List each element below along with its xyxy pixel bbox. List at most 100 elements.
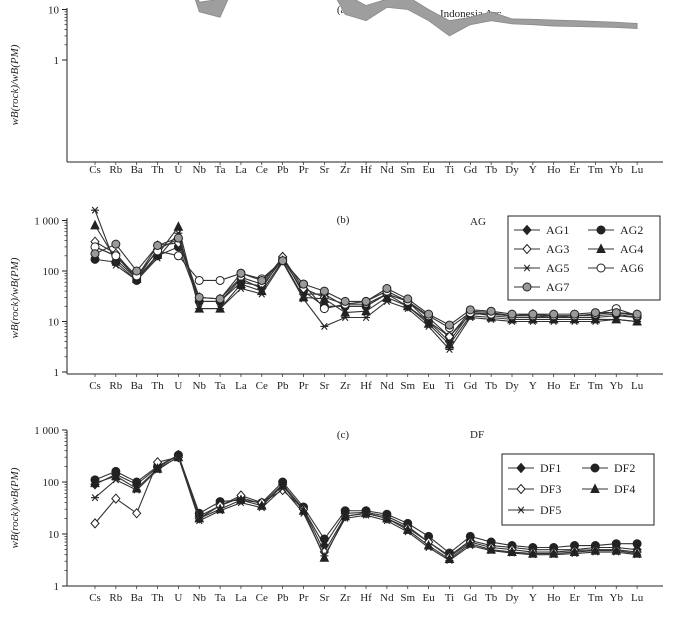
point-ag5-ti bbox=[445, 345, 454, 353]
panel-c-legend: DF1 DF2 DF3 DF4 DF5 bbox=[501, 453, 655, 526]
x-tick-label-pr: Pr bbox=[299, 164, 309, 176]
point-df4-cs bbox=[90, 477, 100, 488]
x-tick-label-zr: Zr bbox=[340, 164, 351, 176]
point-df4-la bbox=[236, 494, 246, 505]
point-ag6-ta bbox=[215, 275, 225, 285]
legend-label-df2: DF2 bbox=[614, 461, 635, 475]
point-ag7-lu bbox=[632, 309, 642, 319]
point-ag5-zr bbox=[341, 313, 350, 322]
star-stroke bbox=[133, 486, 140, 494]
legend-marker-ag7 bbox=[522, 282, 532, 292]
panel-a-band-area bbox=[194, 0, 638, 37]
point-ag5-la bbox=[236, 284, 245, 293]
point-ag5-sr bbox=[320, 322, 329, 330]
x-tick-label-ti: Ti bbox=[445, 592, 454, 604]
point-df5-lu bbox=[633, 551, 642, 559]
legend-marker-df3 bbox=[516, 483, 526, 495]
y-tick-label: 1 000 bbox=[34, 216, 59, 228]
point-ag5-yb bbox=[612, 315, 621, 323]
point-ag5-rb bbox=[111, 261, 120, 269]
x-tick-label-ho: Ho bbox=[547, 592, 561, 604]
x-tick-label-eu: Eu bbox=[422, 164, 435, 176]
x-tick-label-pr: Pr bbox=[299, 592, 309, 604]
x-tick-label-ce: Ce bbox=[256, 164, 268, 176]
point-ag7-ti bbox=[444, 320, 454, 330]
x-tick-label-hf: Hf bbox=[360, 164, 372, 176]
star-stroke bbox=[154, 254, 161, 262]
point-ag7-zr bbox=[340, 296, 350, 306]
point-ag5-cs bbox=[91, 206, 99, 214]
point-ag7-rb bbox=[111, 239, 121, 249]
point-ag7-u bbox=[173, 233, 183, 243]
legend-marker-ag1 bbox=[522, 224, 532, 236]
x-tick-label-tm: Tm bbox=[588, 592, 604, 604]
star-stroke bbox=[300, 295, 307, 303]
x-tick-label-lu: Lu bbox=[631, 592, 644, 604]
star-stroke bbox=[467, 541, 474, 550]
star-stroke bbox=[613, 548, 620, 556]
point-df2-lu bbox=[632, 539, 642, 549]
x-tick-label-er: Er bbox=[569, 592, 580, 604]
panel-a-indonesia-arc: (a) Indonesia Arc wB(rock)/wB(PM) 110100… bbox=[9, 0, 663, 176]
x-tick-label-u: U bbox=[174, 164, 182, 176]
point-ag7-dy bbox=[507, 309, 517, 319]
y-axis-label-text: wB(rock)/wB(PM) bbox=[9, 257, 21, 338]
point-df5-gd bbox=[466, 541, 475, 550]
y-tick-label: 10 bbox=[48, 5, 60, 17]
point-ag7-la bbox=[236, 268, 246, 278]
x-tick-label-zr: Zr bbox=[340, 592, 351, 604]
point-df5-eu bbox=[424, 543, 433, 552]
star-stroke bbox=[523, 264, 531, 272]
legend-marker-ag6 bbox=[596, 263, 606, 273]
point-df5-ti bbox=[445, 556, 454, 565]
x-tick-label-ta: Ta bbox=[215, 592, 226, 604]
point-ag4-sr bbox=[319, 293, 330, 303]
y-axis-label-text: wB(rock)/wB(PM) bbox=[9, 467, 21, 548]
x-tick-label-ti: Ti bbox=[445, 164, 454, 176]
x-tick-label-hf: Hf bbox=[360, 380, 372, 392]
panel-b-series-lines bbox=[90, 206, 642, 353]
star-stroke bbox=[237, 499, 245, 507]
point-ag4-u bbox=[173, 221, 184, 231]
legend-label-ag5: AG5 bbox=[546, 261, 569, 275]
x-tick-label-ce: Ce bbox=[256, 380, 268, 392]
x-tick-label-tb: Tb bbox=[485, 380, 498, 392]
point-df5-pb bbox=[278, 484, 287, 493]
x-tick-label-cs: Cs bbox=[89, 164, 101, 176]
panel-a-y-axis-label: wB(rock)/wB(PM) bbox=[9, 44, 21, 125]
star-stroke bbox=[321, 552, 328, 560]
indonesia-arc-band bbox=[194, 0, 638, 37]
x-tick-label-pb: Pb bbox=[277, 592, 289, 604]
x-tick-label-ta: Ta bbox=[215, 380, 226, 392]
x-tick-label-pb: Pb bbox=[277, 380, 289, 392]
point-ag7-y bbox=[528, 309, 538, 319]
x-tick-label-th: Th bbox=[151, 164, 164, 176]
x-tick-label-gd: Gd bbox=[464, 164, 478, 176]
point-ag7-th bbox=[153, 240, 163, 250]
panel-c-df: (c) DF wB(rock)/wB(PM) 1 10 100 1 000 Cs Rb Ba… bbox=[9, 425, 663, 604]
point-df2-sr bbox=[319, 534, 329, 544]
point-df5-y bbox=[528, 551, 537, 559]
point-df5-sm bbox=[403, 528, 412, 536]
x-tick-label-ho: Ho bbox=[547, 164, 561, 176]
point-ag7-sr bbox=[319, 286, 329, 296]
x-tick-label-nb: Nb bbox=[193, 592, 207, 604]
point-df5-la bbox=[236, 499, 245, 507]
y-axis-label-text: wB(rock)/wB(PM) bbox=[9, 44, 21, 125]
x-tick-label-pr: Pr bbox=[299, 380, 309, 392]
x-tick-label-y: Y bbox=[529, 592, 537, 604]
star-stroke bbox=[550, 551, 557, 559]
star-stroke bbox=[592, 548, 599, 556]
x-tick-label-er: Er bbox=[569, 380, 580, 392]
x-tick-label-ba: Ba bbox=[131, 592, 143, 604]
panel-b-y-axis-label: wB(rock)/wB(PM) bbox=[9, 257, 21, 338]
legend-marker-df2 bbox=[590, 463, 600, 473]
x-tick-label-eu: Eu bbox=[422, 592, 435, 604]
point-df5-pr bbox=[299, 509, 308, 517]
x-tick-label-rb: Rb bbox=[109, 164, 122, 176]
y-tick-label: 10 bbox=[48, 529, 60, 541]
x-tick-label-la: La bbox=[235, 592, 247, 604]
x-tick-label-ba: Ba bbox=[131, 164, 143, 176]
x-tick-label-y: Y bbox=[529, 164, 537, 176]
